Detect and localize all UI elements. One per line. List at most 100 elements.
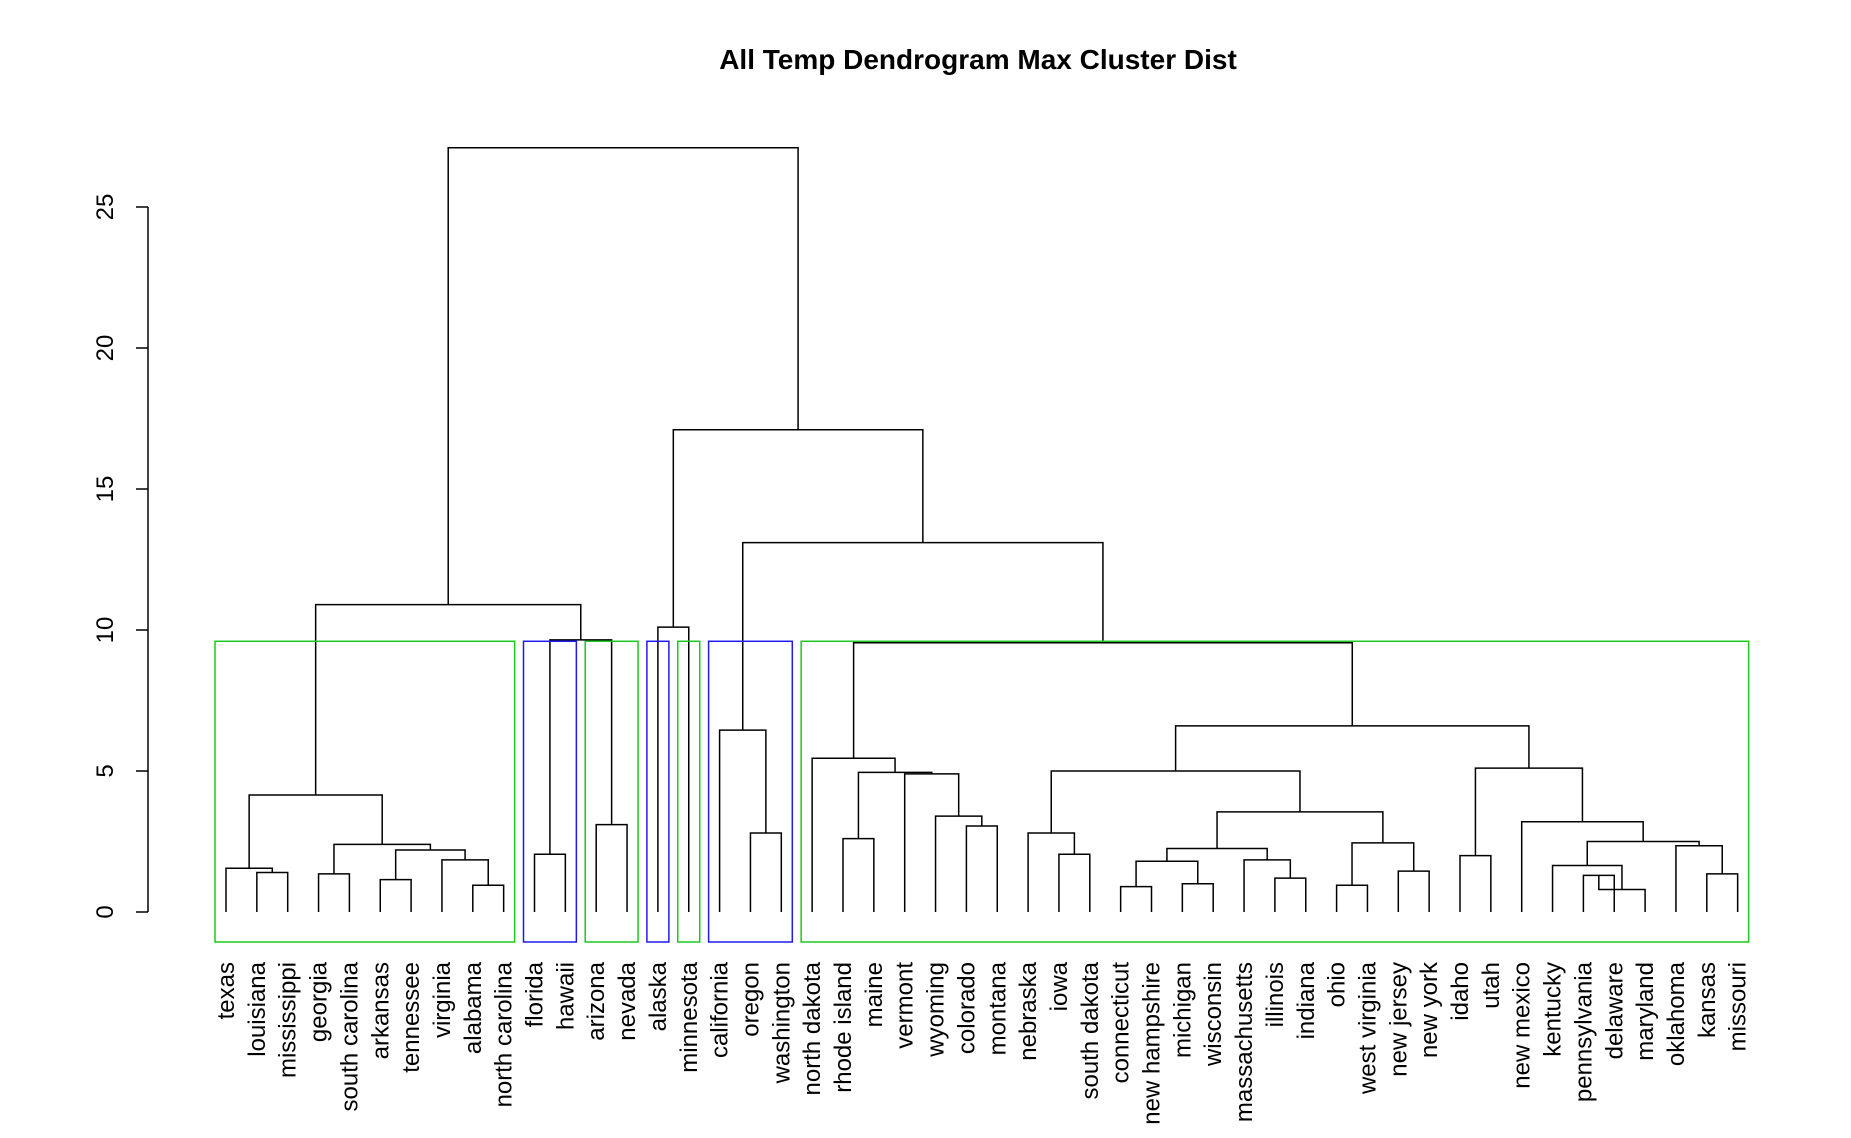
leaf-label-massachusetts: massachusetts: [1231, 962, 1258, 1122]
y-tick-label: 10: [92, 617, 119, 644]
leaf-label-oklahoma: oklahoma: [1663, 961, 1690, 1066]
y-tick-label: 20: [92, 335, 119, 362]
leaf-label-virginia: virginia: [429, 961, 456, 1038]
branch-merge-6: [394, 849, 466, 880]
branch-merge-21: [811, 757, 896, 912]
branch-merge-30: [1335, 884, 1369, 912]
cluster-box-minnesota-to-minnesota: [677, 640, 701, 943]
leaf-label-nevada: nevada: [614, 961, 641, 1040]
cluster-box-alaska-to-alaska: [646, 640, 670, 943]
branch-merge-47: [672, 429, 924, 628]
branch-merge-42: [1520, 821, 1644, 912]
leaf-label-nebraska: nebraska: [1015, 961, 1042, 1060]
cluster-box-arizona-to-nevada: [584, 640, 639, 943]
leaf-label-west-virginia: west virginia: [1354, 961, 1381, 1095]
branch-merge-7: [333, 843, 432, 874]
branch-merge-46: [741, 541, 1104, 731]
branch-merge-48: [447, 147, 799, 605]
leaf-label-south-dakota: south dakota: [1077, 961, 1104, 1099]
leaf-label-vermont: vermont: [892, 962, 919, 1049]
branch-merge-10: [595, 823, 628, 912]
leaf-label-new-jersey: new jersey: [1385, 962, 1412, 1077]
leaf-label-indiana: indiana: [1293, 961, 1320, 1039]
branch-merge-2: [317, 873, 351, 912]
branch-merge-35: [1459, 854, 1492, 912]
leaf-label-texas: texas: [213, 962, 240, 1019]
y-tick-label: 5: [92, 764, 119, 777]
cluster-boxes: [214, 640, 1750, 943]
leaf-label-illinois: illinois: [1262, 962, 1289, 1027]
cluster-box-north-dakota-to-missouri: [800, 640, 1750, 943]
leaf-label-new-york: new york: [1416, 961, 1443, 1058]
leaf-label-california: california: [707, 961, 734, 1058]
leaf-label-utah: utah: [1478, 962, 1505, 1009]
y-axis: 0 5 10 15 20 25: [92, 194, 149, 919]
branch-merge-16: [842, 837, 875, 912]
leaf-label-new-hampshire: new hampshire: [1139, 962, 1166, 1125]
branch-merge-4: [472, 884, 505, 912]
branch-merge-0: [256, 871, 289, 912]
leaf-label-florida: florida: [522, 961, 549, 1027]
branch-merge-8: [248, 794, 383, 869]
leaf-label-arizona: arizona: [583, 961, 610, 1040]
branch-merge-23: [1027, 832, 1076, 912]
branch-merge-32: [1351, 842, 1415, 886]
branch-merge-20: [857, 771, 933, 839]
leaf-label-missouri: missouri: [1725, 962, 1752, 1051]
cluster-box-texas-to-north-carolina: [214, 640, 516, 943]
leaf-label-wyoming: wyoming: [923, 962, 950, 1058]
branch-merge-22: [1058, 853, 1091, 912]
leaf-label-montana: montana: [984, 961, 1011, 1055]
branch-merge-28: [1243, 859, 1292, 912]
branch-merge-17: [965, 825, 998, 912]
cluster-box-florida-to-hawaii: [522, 640, 578, 943]
leaf-label-georgia: georgia: [306, 961, 333, 1042]
leaf-label-south-carolina: south carolina: [336, 961, 363, 1111]
branch-merge-43: [1474, 767, 1584, 856]
leaf-label-tennessee: tennessee: [398, 962, 425, 1073]
leaf-label-washington: washington: [768, 962, 795, 1084]
branch-merge-31: [1397, 870, 1430, 912]
branch-merge-18: [934, 815, 983, 912]
branch-merge-13: [657, 626, 690, 912]
leaf-label-hawaii: hawaii: [552, 962, 579, 1030]
cluster-box-california-to-washington: [707, 640, 794, 943]
branch-merge-15: [718, 729, 767, 912]
branch-merge-27: [1274, 877, 1307, 912]
branch-merge-45: [852, 641, 1354, 759]
branch-merge-19: [903, 773, 960, 912]
branch-merge-40: [1675, 844, 1723, 912]
leaf-label-north-carolina: north carolina: [491, 961, 518, 1107]
leaf-label-new-mexico: new mexico: [1509, 962, 1536, 1089]
leaf-label-minnesota: minnesota: [676, 961, 703, 1072]
branch-merge-9: [533, 853, 567, 912]
chart-title: All Temp Dendrogram Max Cluster Dist: [719, 44, 1237, 75]
leaf-label-louisiana: louisiana: [244, 961, 271, 1056]
leaf-label-arkansas: arkansas: [367, 962, 394, 1059]
branch-merge-25: [1181, 883, 1214, 912]
leaf-label-connecticut: connecticut: [1108, 962, 1135, 1084]
y-tick-label: 0: [92, 905, 119, 918]
branch-merge-34: [1050, 770, 1301, 834]
leaf-label-kentucky: kentucky: [1540, 962, 1567, 1057]
leaf-label-alabama: alabama: [460, 961, 487, 1054]
leaf-label-alaska: alaska: [645, 961, 672, 1031]
leaf-label-oregon: oregon: [737, 962, 764, 1037]
branch-merge-14: [749, 832, 783, 912]
leaf-label-michigan: michigan: [1169, 962, 1196, 1058]
branch-merge-3: [379, 878, 412, 912]
leaf-label-pennsylvania: pennsylvania: [1570, 961, 1597, 1102]
leaf-label-rhode-island: rhode island: [830, 962, 857, 1093]
branch-merge-39: [1706, 873, 1739, 912]
leaf-label-idaho: idaho: [1447, 962, 1474, 1021]
leaf-label-maryland: maryland: [1632, 962, 1659, 1061]
y-tick-label: 15: [92, 476, 119, 503]
leaf-label-wisconsin: wisconsin: [1200, 962, 1227, 1067]
branch-merge-1: [225, 867, 274, 912]
leaf-label-iowa: iowa: [1046, 961, 1073, 1011]
leaf-label-kansas: kansas: [1694, 962, 1721, 1038]
leaf-label-north-dakota: north dakota: [799, 961, 826, 1095]
dendrogram-branches: [225, 147, 1739, 912]
branch-merge-24: [1119, 885, 1153, 912]
